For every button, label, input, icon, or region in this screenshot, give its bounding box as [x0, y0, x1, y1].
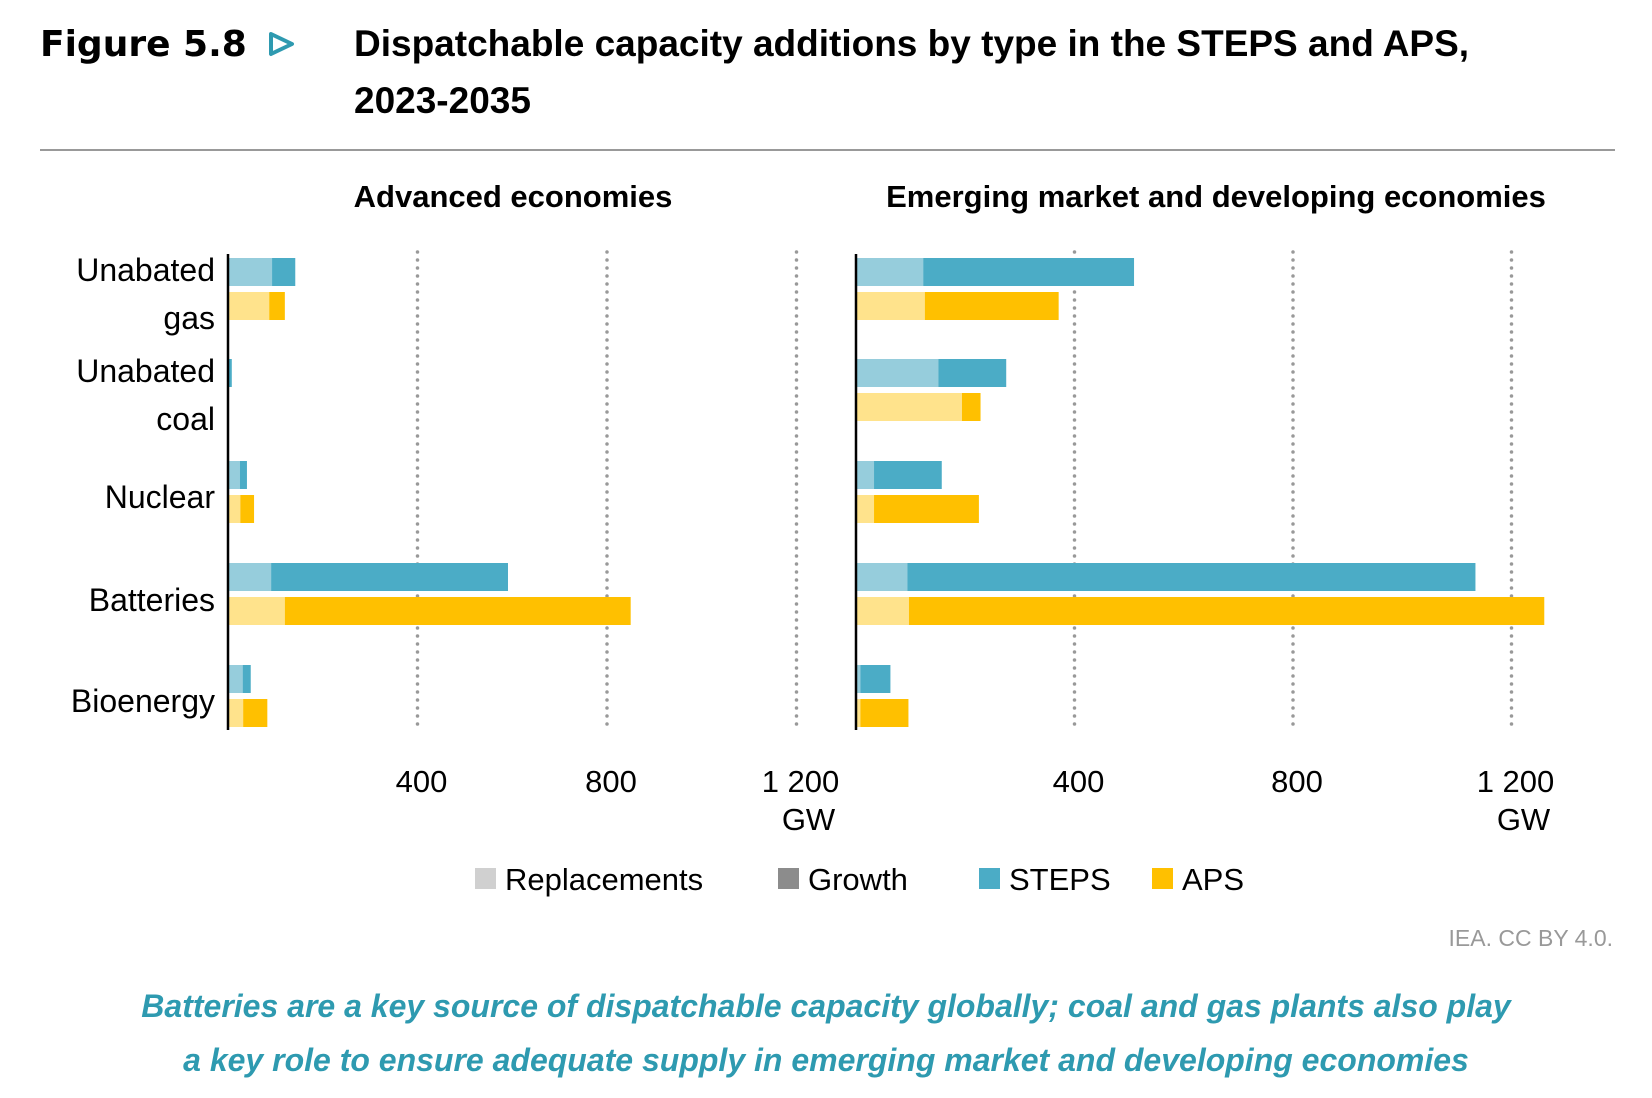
- bar-steps-replacements: [856, 258, 924, 286]
- panel-title-emerging: Emerging market and developing economies: [886, 179, 1546, 214]
- legend-label-aps: APS: [1182, 862, 1244, 897]
- x-tick-label: 800: [1271, 764, 1323, 799]
- category-label: Unabated: [76, 353, 215, 389]
- x-tick-label: 400: [1053, 764, 1105, 799]
- bar-aps-replacements: [228, 495, 241, 523]
- bar-steps-growth: [907, 563, 1476, 591]
- bar-aps-replacements: [856, 495, 875, 523]
- category-label: Unabated: [76, 252, 215, 288]
- bar-aps-replacements: [856, 393, 962, 421]
- category-label: Nuclear: [105, 479, 216, 515]
- bar-steps-growth: [938, 359, 1007, 387]
- legend-label-steps: STEPS: [1009, 862, 1111, 897]
- bar-steps-growth: [239, 461, 247, 489]
- bar-aps-replacements: [228, 292, 270, 320]
- panel-title-advanced: Advanced economies: [354, 179, 673, 214]
- legend-label-growth: Growth: [808, 862, 908, 897]
- category-label: gas: [163, 300, 215, 336]
- bar-steps-replacements: [856, 665, 861, 693]
- x-tick-label: 1 200: [1477, 764, 1555, 799]
- bar-aps-growth: [269, 292, 285, 320]
- x-tick-label: 400: [396, 764, 448, 799]
- bar-aps-growth: [284, 597, 631, 625]
- bar-steps-replacements: [228, 258, 273, 286]
- bar-steps-growth: [860, 665, 891, 693]
- bar-aps-growth: [874, 495, 979, 523]
- bar-steps-growth: [923, 258, 1135, 286]
- legend-swatch-steps: [979, 868, 1000, 889]
- figure-title-line1: Dispatchable capacity additions by type …: [354, 23, 1469, 64]
- bar-steps-growth: [271, 563, 508, 591]
- figure-arrow-icon: [269, 32, 294, 56]
- bar-aps-replacements: [228, 597, 285, 625]
- bar-aps-growth: [908, 597, 1545, 625]
- bar-aps-growth: [243, 699, 268, 727]
- bar-aps-growth: [240, 495, 255, 523]
- bar-aps-growth: [924, 292, 1059, 320]
- bar-aps-replacements: [856, 597, 909, 625]
- legend-swatch-aps: [1152, 868, 1173, 889]
- x-axis-unit-label: GW: [782, 802, 836, 837]
- bar-aps-growth: [961, 393, 981, 421]
- bar-steps-replacements: [856, 359, 939, 387]
- source-credit: IEA. CC BY 4.0.: [1449, 925, 1613, 951]
- bar-steps-growth: [272, 258, 296, 286]
- x-tick-label: 800: [585, 764, 637, 799]
- bar-steps-replacements: [856, 461, 875, 489]
- legend: Replacements Growth STEPS APS: [475, 862, 1244, 897]
- x-tick-label: 1 200: [762, 764, 840, 799]
- legend-label-replacements: Replacements: [505, 862, 703, 897]
- figure-title-line2: 2023-2035: [354, 80, 531, 121]
- legend-swatch-growth: [778, 868, 799, 889]
- category-label: Bioenergy: [71, 683, 215, 719]
- category-label: Batteries: [89, 582, 215, 618]
- bar-aps-replacements: [856, 292, 925, 320]
- category-labels: Unabated gas Unabated coal Nuclear Batte…: [71, 252, 215, 719]
- bar-steps-replacements: [228, 665, 243, 693]
- bar-aps-replacements: [228, 699, 244, 727]
- caption-line1: Batteries are a key source of dispatchab…: [141, 988, 1513, 1024]
- caption-line2: a key role to ensure adequate supply in …: [183, 1042, 1469, 1078]
- bar-aps-growth: [860, 699, 909, 727]
- category-label: coal: [156, 401, 215, 437]
- legend-swatch-replacements: [475, 868, 496, 889]
- bar-steps-growth: [228, 359, 232, 387]
- figure-label: Figure 5.8: [40, 24, 247, 65]
- bar-steps-growth: [874, 461, 942, 489]
- x-axis-unit-label: GW: [1497, 802, 1551, 837]
- bar-steps-growth: [242, 665, 251, 693]
- bar-aps-replacements: [856, 699, 861, 727]
- bar-steps-replacements: [228, 461, 240, 489]
- bar-steps-replacements: [856, 563, 908, 591]
- bar-steps-replacements: [228, 563, 272, 591]
